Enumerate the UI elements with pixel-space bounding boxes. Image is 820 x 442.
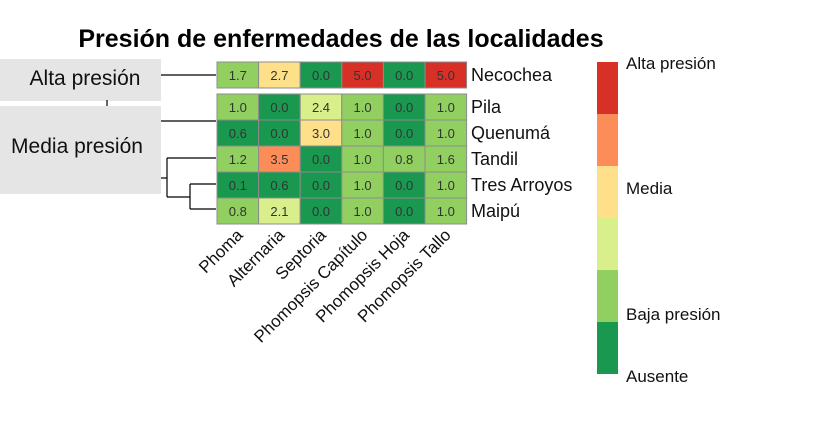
heat-cell-value: 1.0 xyxy=(354,152,372,167)
heat-cell xyxy=(382,93,426,121)
heat-cell xyxy=(341,197,384,225)
legend-label: Ausente xyxy=(626,367,688,386)
group-label-alta: Alta presión xyxy=(30,67,141,90)
heat-cell-value: 3.0 xyxy=(312,126,330,141)
heat-cell-value: 1.0 xyxy=(354,178,372,193)
heat-cell xyxy=(424,61,468,89)
group-label-media: Media presión xyxy=(11,135,143,158)
row-label: Pila xyxy=(471,97,502,117)
group-box-media xyxy=(0,106,161,194)
legend-swatch xyxy=(597,270,618,322)
heat-cell-value: 0.0 xyxy=(312,204,330,219)
heat-cell-value: 0.0 xyxy=(395,178,413,193)
legend-swatch xyxy=(597,166,618,218)
heat-cell-value: 1.0 xyxy=(437,100,455,115)
heatmap-cells: 1.7 2.7 0.0 5.0 0.0 5.0 1.0 0.0 2.4 1.0 0.0 1.0 0.6 0… xyxy=(216,61,468,225)
heat-cell-value: 0.6 xyxy=(229,126,247,141)
legend-swatch xyxy=(597,218,618,270)
heat-cell-value: 1.0 xyxy=(354,100,372,115)
heat-cell xyxy=(216,93,260,121)
heat-cell xyxy=(216,119,260,147)
heat-cell-value: 0.0 xyxy=(395,126,413,141)
heat-cell-value: 0.0 xyxy=(312,152,330,167)
heat-cell-value: 2.1 xyxy=(270,204,288,219)
heat-cell-value: 1.2 xyxy=(229,152,247,167)
heat-cell-value: 1.7 xyxy=(229,68,247,83)
legend-swatch xyxy=(597,322,618,374)
heat-cell xyxy=(382,61,426,89)
heat-cell-value: 0.0 xyxy=(270,100,288,115)
heat-cell-value: 0.8 xyxy=(395,152,413,167)
legend-label: Media xyxy=(626,179,673,198)
legend-label: Alta presión xyxy=(626,54,716,73)
heat-cell xyxy=(299,119,343,147)
heat-cell xyxy=(258,197,301,225)
heat-cell-value: 1.6 xyxy=(437,152,455,167)
legend-label: Baja presión xyxy=(626,305,721,324)
heat-cell xyxy=(258,145,301,173)
heat-cell-value: 0.8 xyxy=(229,204,247,219)
heat-cell xyxy=(299,61,343,89)
heat-cell xyxy=(424,197,468,225)
row-label: Maipú xyxy=(471,201,520,221)
heat-cell xyxy=(424,119,468,147)
heat-cell xyxy=(382,145,426,173)
heat-cell-value: 0.0 xyxy=(395,204,413,219)
heat-cell-value: 0.0 xyxy=(312,68,330,83)
heat-cell-value: 2.7 xyxy=(270,68,288,83)
heat-cell xyxy=(258,61,301,89)
group-box-alta xyxy=(0,59,161,101)
heat-cell xyxy=(341,119,384,147)
heat-cell-value: 0.0 xyxy=(395,68,413,83)
heat-cell-value: 5.0 xyxy=(437,68,455,83)
heat-cell xyxy=(299,171,343,199)
heat-cell-value: 1.0 xyxy=(229,100,247,115)
heat-cell xyxy=(341,93,384,121)
heat-cell xyxy=(424,145,468,173)
row-label: Necochea xyxy=(471,65,553,85)
heat-cell-value: 1.0 xyxy=(354,126,372,141)
heat-cell-value: 1.0 xyxy=(437,126,455,141)
heat-cell-value: 0.6 xyxy=(270,178,288,193)
heat-cell-value: 1.0 xyxy=(354,204,372,219)
heat-cell xyxy=(299,145,343,173)
heat-cell-value: 3.5 xyxy=(270,152,288,167)
heat-cell xyxy=(299,93,343,121)
legend-swatch xyxy=(597,114,618,166)
row-label: Tres Arroyos xyxy=(471,175,572,195)
heat-cell-value: 1.0 xyxy=(437,178,455,193)
dendrogram xyxy=(106,74,216,210)
heat-cell xyxy=(258,119,301,147)
chart-title: Presión de enfermedades de las localidad… xyxy=(78,25,603,53)
heat-cell-value: 5.0 xyxy=(354,68,372,83)
row-label: Tandil xyxy=(471,149,518,169)
heat-cell-value: 0.0 xyxy=(312,178,330,193)
heat-cell-value: 0.0 xyxy=(395,100,413,115)
legend-swatch xyxy=(597,62,618,114)
heat-cell xyxy=(424,93,468,121)
heat-cell-value: 2.4 xyxy=(312,100,330,115)
heat-cell xyxy=(341,145,384,173)
row-labels: Necochea Pila Quenumá Tandil Tres Arroyos Mai… xyxy=(471,65,572,221)
heat-cell-value: 1.0 xyxy=(437,204,455,219)
color-legend: Alta presión Media Baja presión Ausente xyxy=(597,54,721,386)
heat-cell-value: 0.0 xyxy=(270,126,288,141)
heat-cell xyxy=(216,61,260,89)
row-label: Quenumá xyxy=(471,123,551,143)
heat-cell-value: 0.1 xyxy=(229,178,247,193)
